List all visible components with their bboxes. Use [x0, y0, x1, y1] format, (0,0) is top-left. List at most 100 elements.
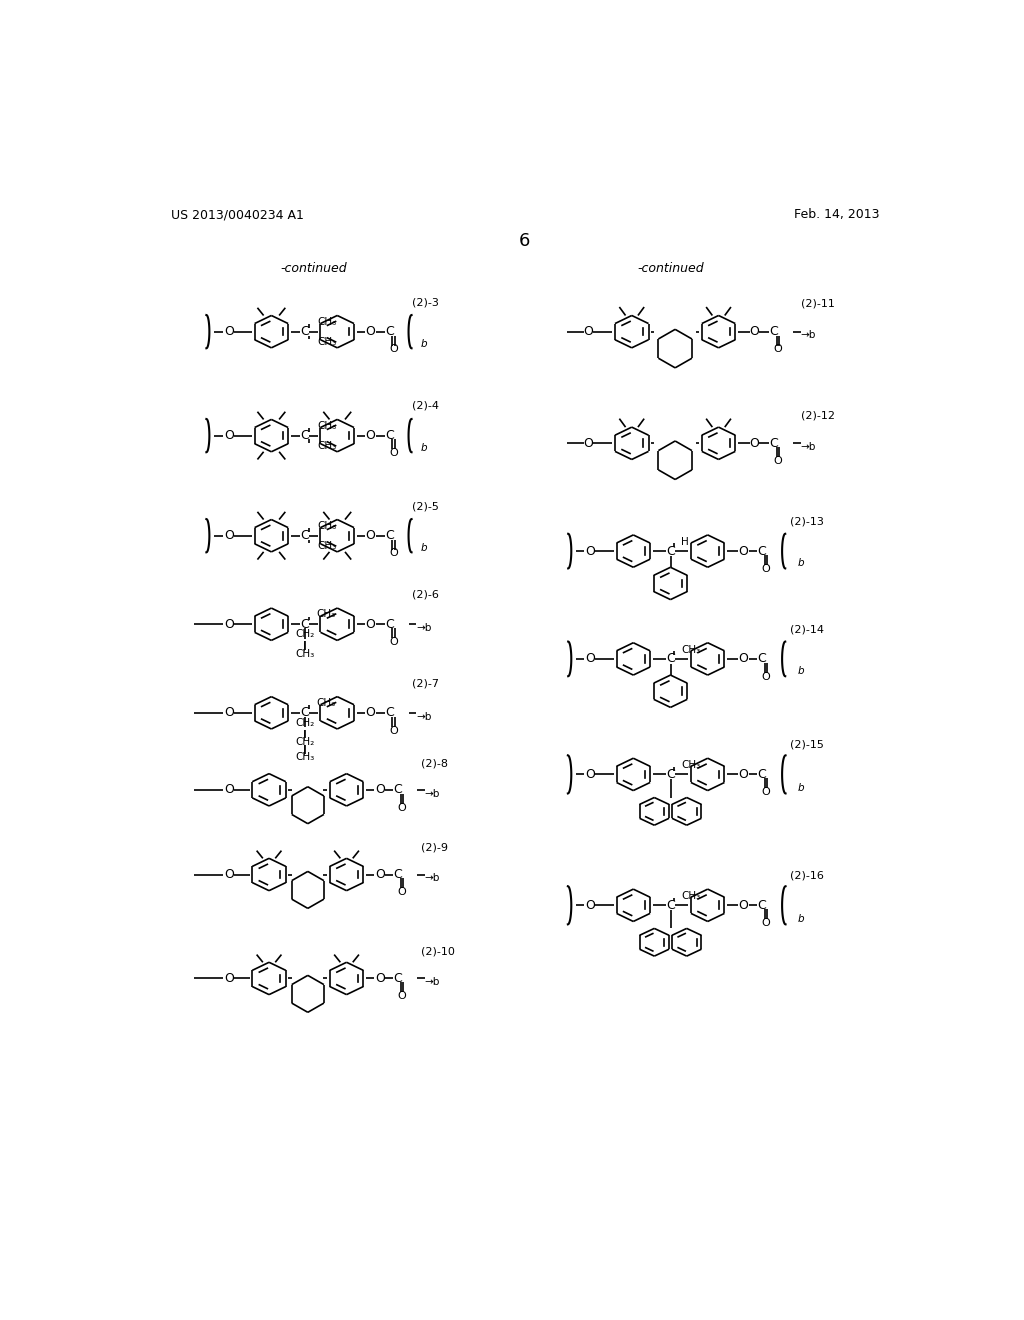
- Text: (2)-16: (2)-16: [790, 871, 823, 880]
- Text: (2)-14: (2)-14: [790, 624, 824, 635]
- Text: O: O: [375, 783, 385, 796]
- Text: CH₃: CH₃: [317, 441, 337, 450]
- Text: b: b: [421, 444, 428, 453]
- Text: C: C: [393, 972, 402, 985]
- Text: C: C: [393, 783, 402, 796]
- Text: O: O: [224, 325, 233, 338]
- Text: (2)-13: (2)-13: [790, 516, 823, 527]
- Text: US 2013/0040234 A1: US 2013/0040234 A1: [171, 209, 303, 222]
- Text: (2)-15: (2)-15: [790, 739, 823, 750]
- Text: O: O: [389, 548, 397, 558]
- Text: O: O: [738, 768, 749, 781]
- Text: →b: →b: [801, 330, 816, 341]
- Text: CH₃: CH₃: [317, 421, 337, 430]
- Text: O: O: [762, 672, 771, 681]
- Text: O: O: [397, 887, 407, 898]
- Text: C: C: [667, 545, 675, 557]
- Text: O: O: [750, 325, 759, 338]
- Text: O: O: [397, 991, 407, 1001]
- Text: CH₃: CH₃: [681, 644, 700, 655]
- Text: (2)-11: (2)-11: [801, 298, 835, 309]
- Text: b: b: [798, 558, 804, 569]
- Text: CH₃: CH₃: [316, 610, 336, 619]
- Text: O: O: [366, 429, 376, 442]
- Text: b: b: [421, 339, 428, 348]
- Text: O: O: [762, 787, 771, 797]
- Text: b: b: [798, 783, 804, 793]
- Text: →b: →b: [424, 874, 439, 883]
- Text: O: O: [584, 437, 593, 450]
- Text: -continued: -continued: [281, 263, 347, 276]
- Text: O: O: [773, 455, 782, 466]
- Text: O: O: [585, 768, 595, 781]
- Text: b: b: [421, 543, 428, 553]
- Text: O: O: [366, 618, 376, 631]
- Text: O: O: [366, 529, 376, 543]
- Text: O: O: [389, 449, 397, 458]
- Text: O: O: [389, 638, 397, 647]
- Text: O: O: [375, 869, 385, 880]
- Text: O: O: [389, 726, 397, 735]
- Text: C: C: [300, 529, 309, 543]
- Text: C: C: [385, 325, 393, 338]
- Text: (2)-10: (2)-10: [421, 946, 455, 957]
- Text: (2)-7: (2)-7: [413, 678, 439, 688]
- Text: O: O: [738, 545, 749, 557]
- Text: b: b: [798, 667, 804, 676]
- Text: O: O: [224, 783, 233, 796]
- Text: O: O: [389, 345, 397, 354]
- Text: O: O: [224, 972, 233, 985]
- Text: O: O: [375, 972, 385, 985]
- Text: O: O: [366, 706, 376, 719]
- Text: CH₃: CH₃: [317, 317, 337, 326]
- Text: C: C: [300, 618, 309, 631]
- Text: O: O: [224, 618, 233, 631]
- Text: CH₂: CH₂: [295, 737, 314, 747]
- Text: →b: →b: [424, 788, 439, 799]
- Text: C: C: [758, 899, 766, 912]
- Text: |: |: [303, 729, 306, 739]
- Text: C: C: [758, 545, 766, 557]
- Text: CH₃: CH₃: [317, 337, 337, 347]
- Text: b: b: [798, 915, 804, 924]
- Text: O: O: [585, 899, 595, 912]
- Text: →b: →b: [801, 442, 816, 453]
- Text: O: O: [224, 529, 233, 543]
- Text: C: C: [758, 652, 766, 665]
- Text: C: C: [385, 529, 393, 543]
- Text: C: C: [769, 437, 778, 450]
- Text: CH₃: CH₃: [317, 541, 337, 550]
- Text: O: O: [773, 345, 782, 354]
- Text: (2)-9: (2)-9: [421, 843, 447, 853]
- Text: |: |: [303, 640, 306, 651]
- Text: CH₃: CH₃: [681, 891, 700, 902]
- Text: C: C: [758, 768, 766, 781]
- Text: C: C: [667, 652, 675, 665]
- Text: C: C: [300, 429, 309, 442]
- Text: (2)-3: (2)-3: [413, 297, 439, 308]
- Text: O: O: [366, 325, 376, 338]
- Text: O: O: [738, 652, 749, 665]
- Text: C: C: [300, 706, 309, 719]
- Text: CH₃: CH₃: [295, 752, 314, 763]
- Text: (2)-5: (2)-5: [413, 502, 439, 511]
- Text: CH₂: CH₂: [295, 630, 314, 639]
- Text: CH₃: CH₃: [295, 648, 314, 659]
- Text: O: O: [224, 429, 233, 442]
- Text: →b: →b: [417, 623, 432, 634]
- Text: C: C: [769, 325, 778, 338]
- Text: CH₂: CH₂: [295, 718, 314, 727]
- Text: CH₃: CH₃: [681, 760, 700, 770]
- Text: O: O: [762, 564, 771, 574]
- Text: O: O: [584, 325, 593, 338]
- Text: (2)-12: (2)-12: [801, 411, 835, 420]
- Text: O: O: [738, 899, 749, 912]
- Text: C: C: [393, 869, 402, 880]
- Text: H: H: [681, 537, 689, 546]
- Text: C: C: [300, 325, 309, 338]
- Text: CH₃: CH₃: [317, 520, 337, 531]
- Text: O: O: [224, 706, 233, 719]
- Text: O: O: [762, 917, 771, 928]
- Text: C: C: [385, 618, 393, 631]
- Text: O: O: [585, 545, 595, 557]
